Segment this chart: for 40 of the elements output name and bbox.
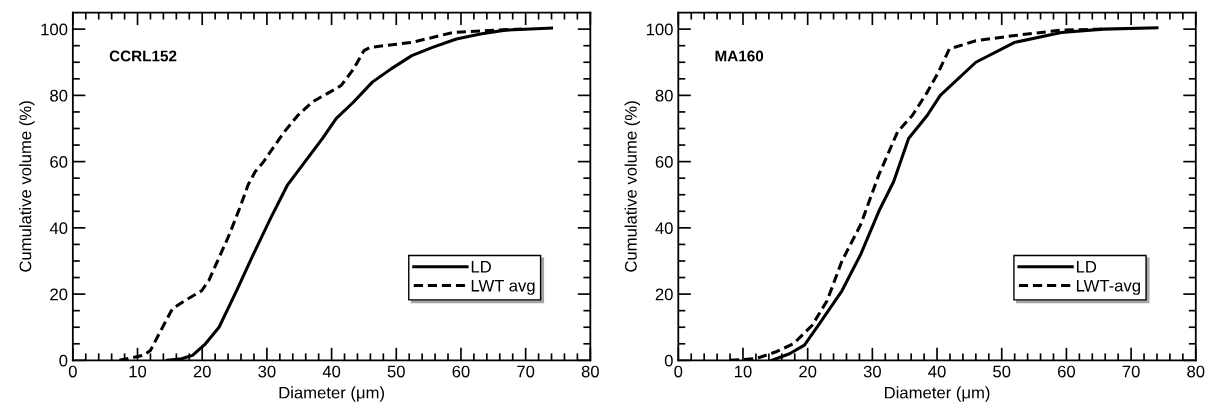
x-tick-label: 10 (129, 365, 147, 378)
x-tick-label: 40 (928, 365, 946, 378)
y-tick-label: 60 (50, 156, 68, 168)
annotation: CCRL152 (109, 50, 177, 62)
x-tick-label: 70 (517, 365, 535, 378)
y-tick-label: 100 (41, 23, 68, 36)
y-tick-label: 100 (646, 23, 673, 36)
x-axis-title: Diameter (μm) (885, 386, 990, 402)
y-tick-label: 60 (655, 156, 673, 168)
x-tick-label: 30 (258, 365, 276, 378)
annotation: MA160 (715, 50, 764, 62)
y-tick-label: 40 (49, 222, 68, 235)
x-tick-label: 80 (1187, 365, 1205, 378)
y-tick-label: 0 (664, 354, 673, 367)
x-tick-label: 10 (734, 365, 752, 378)
y-tick-label: 0 (59, 354, 68, 367)
x-tick-label: 50 (993, 365, 1011, 378)
legend-label: LD (471, 261, 491, 273)
y-tick-label: 20 (655, 288, 673, 301)
x-tick-label: 40 (322, 365, 341, 378)
y-axis-title: Cumulative volume (%) (624, 101, 641, 272)
x-tick-label: 20 (799, 365, 817, 378)
x-tick-label: 50 (387, 365, 405, 378)
x-tick-label: 60 (452, 365, 470, 378)
y-tick-label: 80 (50, 89, 68, 102)
x-tick-label: 70 (1122, 365, 1140, 378)
y-tick-label: 20 (50, 288, 68, 301)
y-tick-label: 80 (655, 89, 673, 102)
x-tick-label: 30 (863, 365, 881, 378)
legend-label: LD (1076, 261, 1097, 273)
x-tick-label: 80 (581, 365, 599, 378)
x-axis-title: Diameter (μm) (279, 386, 384, 402)
x-tick-label: 0 (68, 365, 77, 378)
legend-label: LWT-avg (1076, 279, 1140, 295)
y-axis-title: Cumulative volume (%) (19, 101, 35, 272)
x-tick-label: 0 (674, 365, 683, 378)
y-tick-label: 40 (655, 222, 673, 235)
legend-label: LWT avg (471, 279, 535, 295)
x-tick-label: 60 (1058, 365, 1076, 378)
x-tick-label: 20 (193, 365, 211, 378)
